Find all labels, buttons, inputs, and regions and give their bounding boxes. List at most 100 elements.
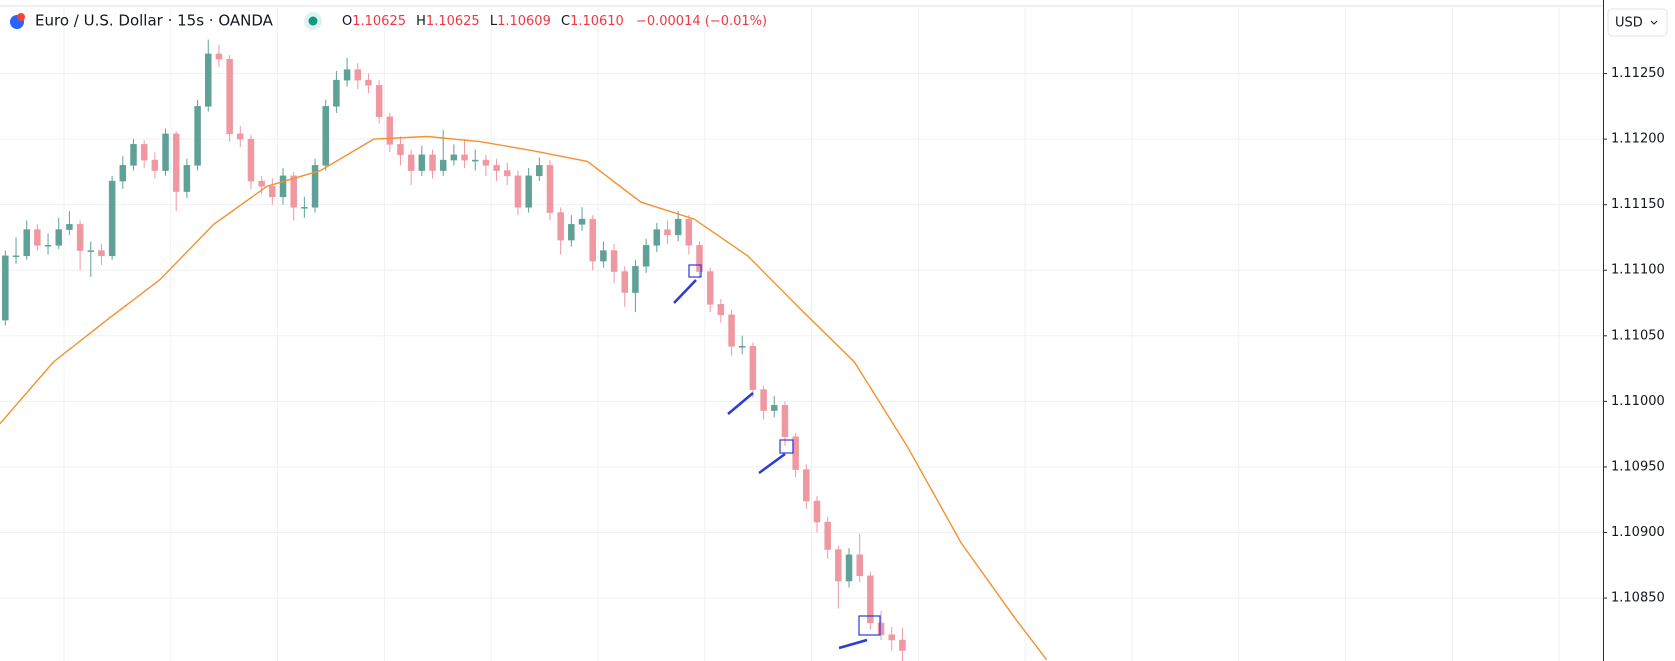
dropdown-chevron — [1650, 20, 1658, 25]
candle-body — [461, 154, 468, 161]
candle-body — [482, 159, 490, 166]
candle-body — [279, 175, 287, 198]
candle-body — [55, 229, 62, 246]
legend-label: L — [490, 14, 498, 29]
candle-body — [760, 389, 767, 411]
candle-body — [899, 639, 906, 651]
symbol-title[interactable]: Euro / U.S. Dollar · 15s · OANDA — [35, 12, 274, 30]
candle-body — [44, 245, 52, 247]
candle-body — [397, 144, 404, 156]
candle-body — [290, 175, 297, 208]
candle-body — [354, 69, 362, 81]
candle-body — [301, 207, 308, 209]
market-status-dot — [308, 16, 318, 26]
candle-body — [34, 229, 41, 246]
candle-body — [813, 500, 821, 523]
legend-value: 1.10625 — [352, 14, 406, 29]
candle-body — [653, 229, 661, 246]
candle-body — [12, 255, 20, 258]
candle-body — [514, 175, 522, 208]
candle-body — [375, 85, 383, 118]
candle-body — [151, 159, 159, 171]
legend-change: −0.00014 (−0.01%) — [636, 14, 767, 29]
candle-body — [557, 212, 564, 241]
legend-label: O — [342, 14, 352, 29]
y-tick-label: 1.11050 — [1611, 328, 1665, 343]
arrow-annotation — [727, 392, 754, 415]
currency-label[interactable]: USD — [1615, 16, 1643, 31]
candle-body — [877, 622, 885, 636]
candle-body — [610, 250, 618, 272]
candle-body — [365, 79, 372, 86]
candle-body — [685, 218, 693, 246]
candle-body — [76, 224, 84, 251]
annotations — [673, 264, 881, 650]
candle-body — [621, 271, 629, 293]
legend-value: 1.10625 — [426, 14, 480, 29]
candle-body — [247, 138, 255, 182]
candle-body — [578, 218, 586, 225]
candle-body — [386, 116, 394, 145]
plot-area — [0, 39, 1048, 661]
candle-body — [728, 314, 735, 347]
candle-body — [172, 133, 180, 192]
candle-body — [600, 250, 607, 262]
y-tick-label: 1.10950 — [1611, 459, 1665, 474]
y-tick-label: 1.11250 — [1611, 66, 1665, 81]
candle-body — [835, 549, 842, 582]
currency-button[interactable]: USD — [1607, 8, 1668, 37]
candle-body — [717, 304, 725, 316]
candle-body — [888, 634, 895, 641]
candle-body — [664, 229, 671, 236]
candle-body — [418, 154, 426, 171]
candle-body — [226, 58, 233, 135]
candle-body — [867, 575, 874, 624]
candle-body — [98, 250, 105, 257]
candle-body — [23, 229, 30, 257]
candle-body — [845, 554, 853, 582]
legend-value: 1.10609 — [497, 14, 551, 29]
candle-body — [66, 224, 73, 230]
candle-body — [429, 154, 436, 171]
y-tick-label: 1.10900 — [1611, 525, 1665, 540]
candle-body — [536, 165, 543, 177]
candle-body — [119, 165, 127, 182]
y-tick-label: 1.10850 — [1611, 591, 1665, 606]
candle-body — [258, 180, 265, 187]
price-axis: 1.11250 1.11200 1.11150 1.11100 1.11050 1.110… — [1603, 66, 1665, 606]
candle-body — [140, 144, 148, 161]
candle-body — [407, 154, 415, 171]
candle-body — [771, 405, 778, 411]
y-tick-label: 1.11100 — [1611, 263, 1665, 278]
candle-body — [738, 346, 746, 348]
candle-body — [781, 405, 789, 438]
y-tick-label: 1.11000 — [1611, 394, 1665, 409]
candle-body — [546, 165, 554, 213]
legend-label: H — [416, 14, 426, 29]
arrow-annotation — [758, 452, 786, 475]
symbol-header: Euro / U.S. Dollar · 15s · OANDA O1.1062… — [10, 12, 767, 30]
ohlc-legend: O1.10625 H1.10625 L1.10609 C1.10610 −0.0… — [342, 14, 767, 29]
candle-body — [642, 245, 650, 267]
candle-body — [333, 79, 340, 107]
candle-body — [493, 165, 500, 171]
arrow-annotation — [838, 638, 868, 650]
candle-body — [450, 154, 458, 161]
candle-body — [568, 224, 575, 241]
candle-body — [525, 175, 532, 208]
box-annotation — [779, 439, 794, 454]
currency-box[interactable] — [1607, 8, 1668, 37]
y-tick-label: 1.11150 — [1611, 197, 1665, 212]
candle-body — [749, 346, 757, 390]
candle-body — [87, 250, 95, 252]
legend-label: C — [561, 14, 570, 29]
candle-body — [322, 106, 329, 166]
candle-body — [311, 165, 319, 208]
candle-body — [215, 53, 223, 60]
candle-body — [674, 218, 682, 236]
candle-body — [237, 133, 244, 140]
candle-body — [130, 144, 137, 166]
candle-body — [471, 159, 479, 162]
box-annotation — [858, 615, 881, 636]
